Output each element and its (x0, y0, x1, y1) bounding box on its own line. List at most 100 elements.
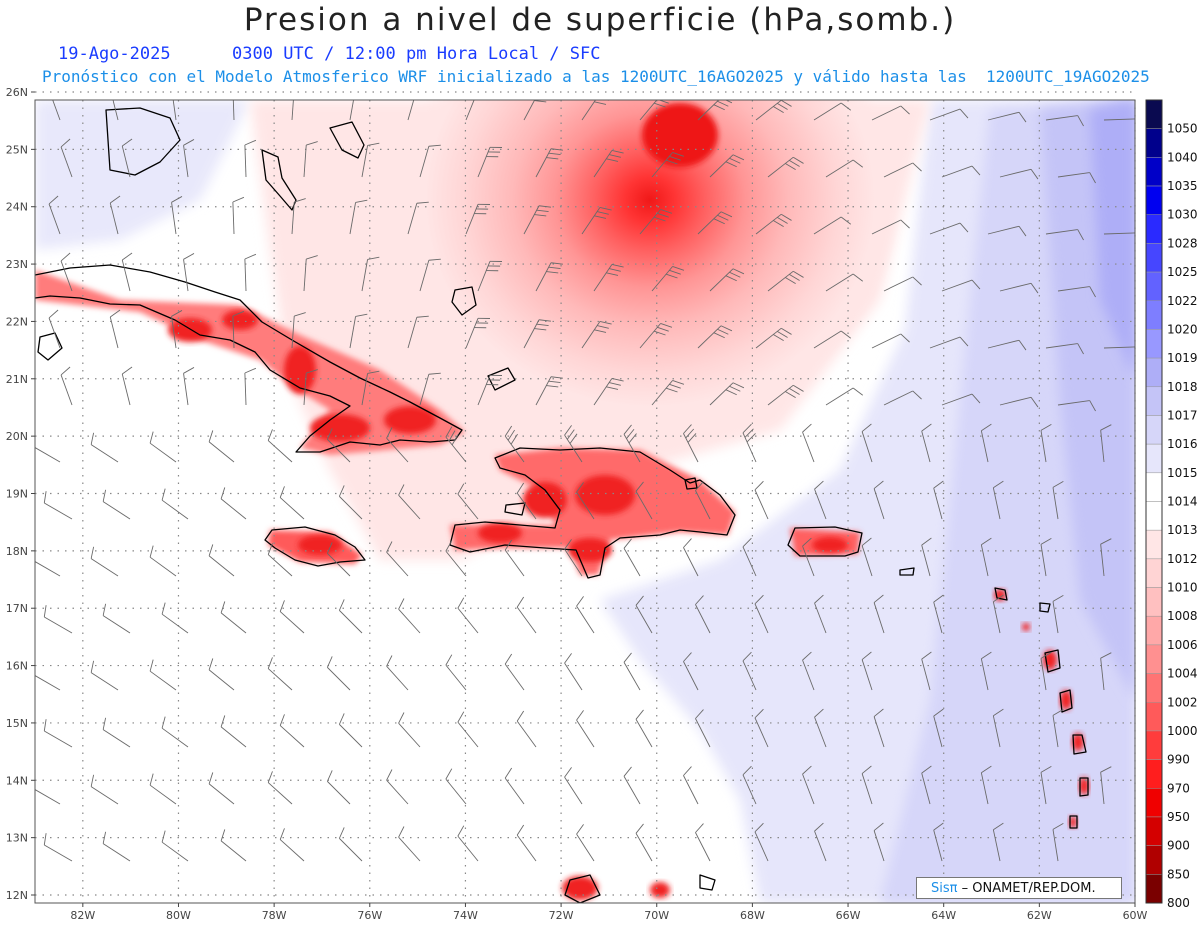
wind-barb (338, 827, 363, 862)
wind-barb (465, 317, 490, 349)
wind-barb (635, 481, 653, 520)
lat-label: 24N (6, 201, 28, 214)
colorbar-swatch (1145, 443, 1163, 474)
wind-barb (516, 710, 537, 748)
terrain-low-core (1072, 733, 1084, 751)
wind-barb (149, 545, 177, 577)
valid-time-label: 0300 UTC / 12:00 pm Hora Local / SFC (232, 44, 601, 64)
lat-label: 13N (6, 832, 28, 845)
wind-barb (651, 266, 685, 292)
terrain-pressure-overlay (35, 270, 1089, 900)
colorbar-label: 1020 (1167, 322, 1198, 336)
wind-barb (813, 216, 852, 235)
wind-barb (1052, 822, 1064, 862)
wind-barb (90, 774, 119, 805)
wind-barb (445, 768, 467, 805)
wind-barb (767, 156, 804, 178)
terrain-low-core (310, 414, 370, 442)
sispi-logo: Sisπ (931, 881, 958, 896)
wind-barb (457, 711, 479, 748)
wind-barb (183, 253, 195, 292)
wind-barb (576, 482, 595, 520)
wind-barb (407, 100, 415, 121)
wind-barb (861, 765, 873, 805)
wind-barb (149, 659, 177, 691)
wind-barb (992, 480, 1004, 520)
colorbar: 1050 1040 1035 1030 1028 1025 1022 1020 1019 1018… (1145, 99, 1198, 910)
wind-barb (102, 717, 131, 748)
wind-barb (326, 656, 351, 691)
wind-barb (581, 207, 612, 235)
wind-barb (683, 424, 699, 463)
wind-barb (465, 203, 490, 235)
wind-barb (861, 423, 873, 463)
colorbar-label: 970 (1167, 781, 1190, 795)
wind-barb (651, 152, 685, 178)
wind-barb (338, 599, 363, 634)
wind-barb (814, 594, 827, 634)
colorbar-label: 1010 (1167, 581, 1198, 595)
wind-barb (52, 100, 61, 121)
colorbar-label: 1002 (1167, 695, 1198, 709)
wind-barb (504, 425, 525, 463)
wind-barb (35, 561, 61, 577)
wind-barb (303, 255, 318, 292)
terrain-low-core (1060, 690, 1072, 710)
colorbar-label: 1050 (1167, 122, 1198, 136)
wind-barb (564, 425, 583, 463)
colorbar-label: 1018 (1167, 380, 1198, 394)
lat-label: 16N (6, 660, 28, 673)
colorbar-swatch (1145, 157, 1163, 187)
colorbar-swatch (1145, 271, 1163, 302)
wind-barb (121, 252, 133, 292)
wind-barb (161, 830, 189, 862)
lon-label: 60W (1123, 909, 1148, 922)
wind-barb (929, 108, 969, 121)
colorbar-label: 1006 (1167, 638, 1198, 652)
wind-barb (683, 652, 699, 691)
wind-barb (742, 765, 757, 805)
wind-barb (695, 481, 711, 520)
wind-barb (754, 708, 769, 748)
wind-barb (291, 100, 294, 121)
wind-barb (407, 201, 429, 235)
colorbar-frame (1145, 99, 1163, 904)
wind-barb (1103, 232, 1135, 235)
colorbar-swatch (1145, 702, 1163, 732)
wind-barb (593, 378, 624, 406)
colorbar-swatch (1145, 386, 1163, 416)
terrain-low-core (384, 406, 436, 434)
wind-barb (980, 423, 992, 463)
wind-barb (697, 325, 733, 349)
colorbar-label: 1015 (1167, 466, 1198, 480)
lat-label: 20N (6, 430, 28, 443)
colorbar-swatch (1145, 99, 1163, 129)
wind-barb (338, 713, 363, 748)
wind-barb (291, 198, 306, 235)
wind-barb (873, 708, 885, 748)
wind-barb (183, 139, 195, 178)
wind-barb (742, 423, 757, 463)
lat-label: 21N (6, 373, 28, 386)
wind-barb (398, 712, 421, 748)
wind-barb (709, 268, 745, 292)
wind-barb (1040, 423, 1052, 463)
wind-barb (564, 653, 583, 691)
wind-barb (90, 660, 119, 691)
wind-barb (279, 486, 305, 520)
wind-barb (102, 831, 131, 862)
wind-barb (516, 824, 537, 862)
wind-barb (43, 491, 73, 520)
wind-barb (755, 327, 792, 349)
wind-barb (623, 766, 641, 805)
wind-barb (564, 767, 583, 805)
wind-barb (232, 100, 235, 121)
lat-label: 14N (6, 774, 28, 787)
wind-barb (220, 715, 247, 748)
wind-barb (695, 823, 711, 862)
colorbar-label: 1017 (1167, 408, 1198, 422)
wind-barb (754, 480, 769, 520)
colorbar-label: 1040 (1167, 150, 1198, 164)
colorbar-swatch (1145, 415, 1163, 445)
wind-barb (992, 822, 1004, 862)
